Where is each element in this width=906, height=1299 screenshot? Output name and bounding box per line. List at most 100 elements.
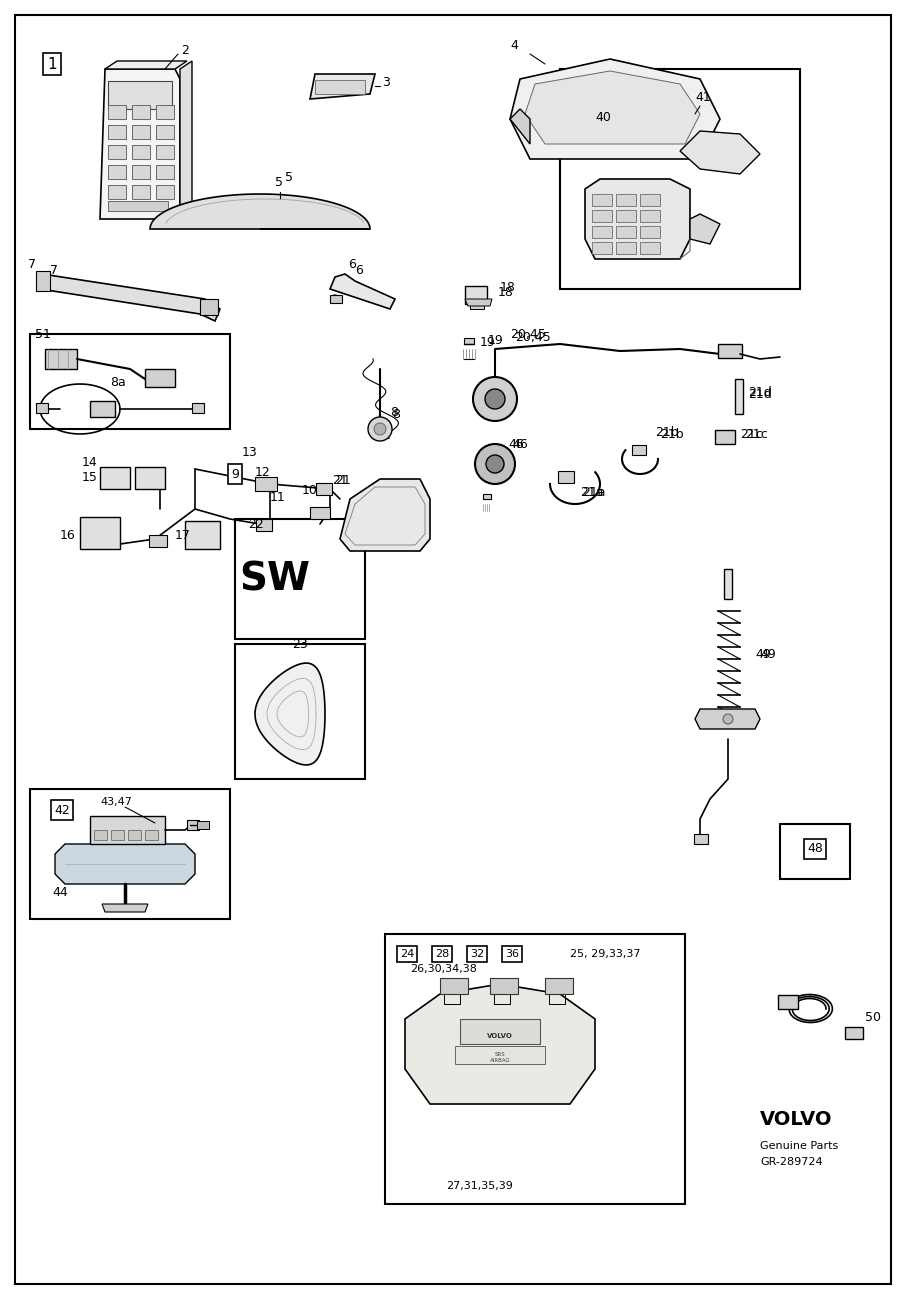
Circle shape bbox=[473, 377, 517, 421]
Polygon shape bbox=[340, 479, 430, 551]
Bar bbox=[465, 286, 487, 304]
Bar bbox=[545, 978, 573, 994]
Bar bbox=[197, 821, 209, 829]
Text: 51: 51 bbox=[35, 329, 51, 342]
Text: 20,45: 20,45 bbox=[515, 331, 551, 344]
Bar bbox=[640, 226, 660, 238]
Bar bbox=[90, 401, 115, 417]
Polygon shape bbox=[510, 58, 720, 158]
Text: 24: 24 bbox=[400, 950, 414, 959]
Text: 10: 10 bbox=[302, 485, 318, 498]
Text: 21c: 21c bbox=[745, 427, 767, 440]
Bar bbox=[30, 334, 230, 429]
Bar bbox=[108, 145, 126, 158]
Bar bbox=[315, 81, 365, 94]
Text: 21c: 21c bbox=[740, 427, 763, 440]
Text: 14: 14 bbox=[82, 456, 98, 469]
Bar bbox=[845, 1028, 863, 1039]
Bar bbox=[156, 184, 174, 199]
Text: VOLVO: VOLVO bbox=[487, 1033, 513, 1039]
Bar bbox=[132, 105, 150, 120]
Text: 6: 6 bbox=[355, 264, 363, 277]
Bar bbox=[192, 403, 204, 413]
Bar bbox=[156, 125, 174, 139]
Text: SRS: SRS bbox=[495, 1052, 506, 1057]
Circle shape bbox=[723, 714, 733, 724]
Text: AIRBAG: AIRBAG bbox=[489, 1059, 510, 1064]
Bar bbox=[592, 226, 612, 238]
Bar bbox=[385, 934, 685, 1204]
Bar bbox=[330, 295, 342, 303]
Text: 8a: 8a bbox=[110, 375, 126, 388]
Text: 41: 41 bbox=[695, 91, 710, 104]
Bar bbox=[145, 830, 158, 840]
Bar bbox=[90, 816, 165, 844]
Text: 2: 2 bbox=[181, 44, 188, 57]
Text: 20,45: 20,45 bbox=[510, 329, 545, 342]
Text: 3: 3 bbox=[382, 77, 390, 90]
Polygon shape bbox=[100, 69, 180, 220]
Text: 46: 46 bbox=[508, 438, 524, 451]
Bar bbox=[132, 184, 150, 199]
Bar bbox=[100, 468, 130, 488]
Polygon shape bbox=[695, 709, 760, 729]
Text: 48: 48 bbox=[807, 843, 823, 856]
Bar bbox=[36, 271, 50, 291]
Bar bbox=[108, 125, 126, 139]
Text: 18: 18 bbox=[498, 286, 514, 299]
Bar bbox=[108, 105, 126, 120]
Bar bbox=[200, 299, 218, 314]
Bar bbox=[108, 81, 172, 109]
Text: 21d: 21d bbox=[748, 388, 772, 401]
Bar bbox=[616, 242, 636, 255]
Bar bbox=[715, 430, 735, 444]
Bar bbox=[132, 165, 150, 179]
Bar bbox=[128, 830, 141, 840]
Bar bbox=[632, 446, 646, 455]
Bar bbox=[111, 830, 124, 840]
Text: 27,31,35,39: 27,31,35,39 bbox=[447, 1181, 514, 1191]
Circle shape bbox=[485, 388, 505, 409]
Bar bbox=[108, 165, 126, 179]
Text: 49: 49 bbox=[755, 648, 771, 661]
Text: 25, 29,33,37: 25, 29,33,37 bbox=[570, 950, 641, 959]
Circle shape bbox=[368, 417, 392, 440]
Text: 49: 49 bbox=[760, 648, 776, 661]
Text: 28: 28 bbox=[435, 950, 449, 959]
Text: 15: 15 bbox=[82, 472, 98, 485]
Text: 22: 22 bbox=[248, 518, 264, 531]
Polygon shape bbox=[150, 194, 370, 229]
Text: 17: 17 bbox=[175, 529, 191, 542]
Bar bbox=[558, 472, 574, 483]
Text: 46: 46 bbox=[512, 438, 528, 451]
Bar bbox=[470, 299, 484, 309]
Text: 8: 8 bbox=[390, 407, 398, 420]
Bar bbox=[440, 978, 468, 994]
Polygon shape bbox=[465, 299, 492, 307]
Bar bbox=[560, 69, 800, 288]
Bar bbox=[640, 242, 660, 255]
Bar bbox=[156, 165, 174, 179]
Bar bbox=[616, 194, 636, 207]
Bar bbox=[616, 210, 636, 222]
Text: 8: 8 bbox=[392, 408, 400, 421]
Polygon shape bbox=[525, 71, 700, 144]
Bar bbox=[640, 194, 660, 207]
Text: 5: 5 bbox=[275, 175, 283, 188]
Text: 50: 50 bbox=[865, 1011, 881, 1024]
Polygon shape bbox=[102, 904, 148, 912]
Text: 18: 18 bbox=[500, 281, 516, 294]
Bar bbox=[694, 834, 708, 844]
Bar bbox=[235, 644, 365, 779]
Text: 32: 32 bbox=[470, 950, 484, 959]
Polygon shape bbox=[55, 844, 195, 885]
Text: 7: 7 bbox=[50, 264, 58, 277]
Bar bbox=[735, 379, 743, 414]
Text: VOLVO: VOLVO bbox=[760, 1111, 833, 1129]
Text: 21: 21 bbox=[332, 474, 348, 487]
Bar bbox=[640, 210, 660, 222]
Bar bbox=[310, 507, 330, 520]
Bar bbox=[592, 194, 612, 207]
Polygon shape bbox=[40, 274, 220, 321]
Text: 4: 4 bbox=[510, 39, 518, 52]
